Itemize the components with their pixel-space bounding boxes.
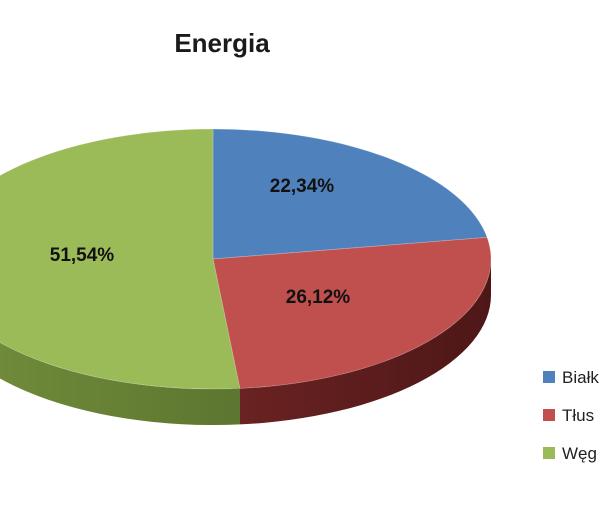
pie-slice-bialk [212,128,488,260]
legend-label-bialk: Białk [562,368,599,387]
pie-side-weg [0,342,240,426]
legend-label-weg: Węg [562,444,597,463]
data-label-bialk: 22,34% [270,176,335,197]
chart-title: Energia [174,28,270,58]
data-label-tlus: 26,12% [286,287,351,308]
legend: Białk Tłus Węg [543,368,599,463]
pie-top-faces [0,128,492,390]
pie-slice-tlus [212,236,492,389]
data-label-weg: 51,54% [50,245,115,266]
pie-slice-weg [0,128,241,390]
pie-side-tlus [239,259,491,425]
legend-swatch-tlus [543,409,555,421]
legend-swatch-weg [543,447,555,459]
legend-swatch-bialk [543,371,555,383]
legend-label-tlus: Tłus [562,406,594,425]
